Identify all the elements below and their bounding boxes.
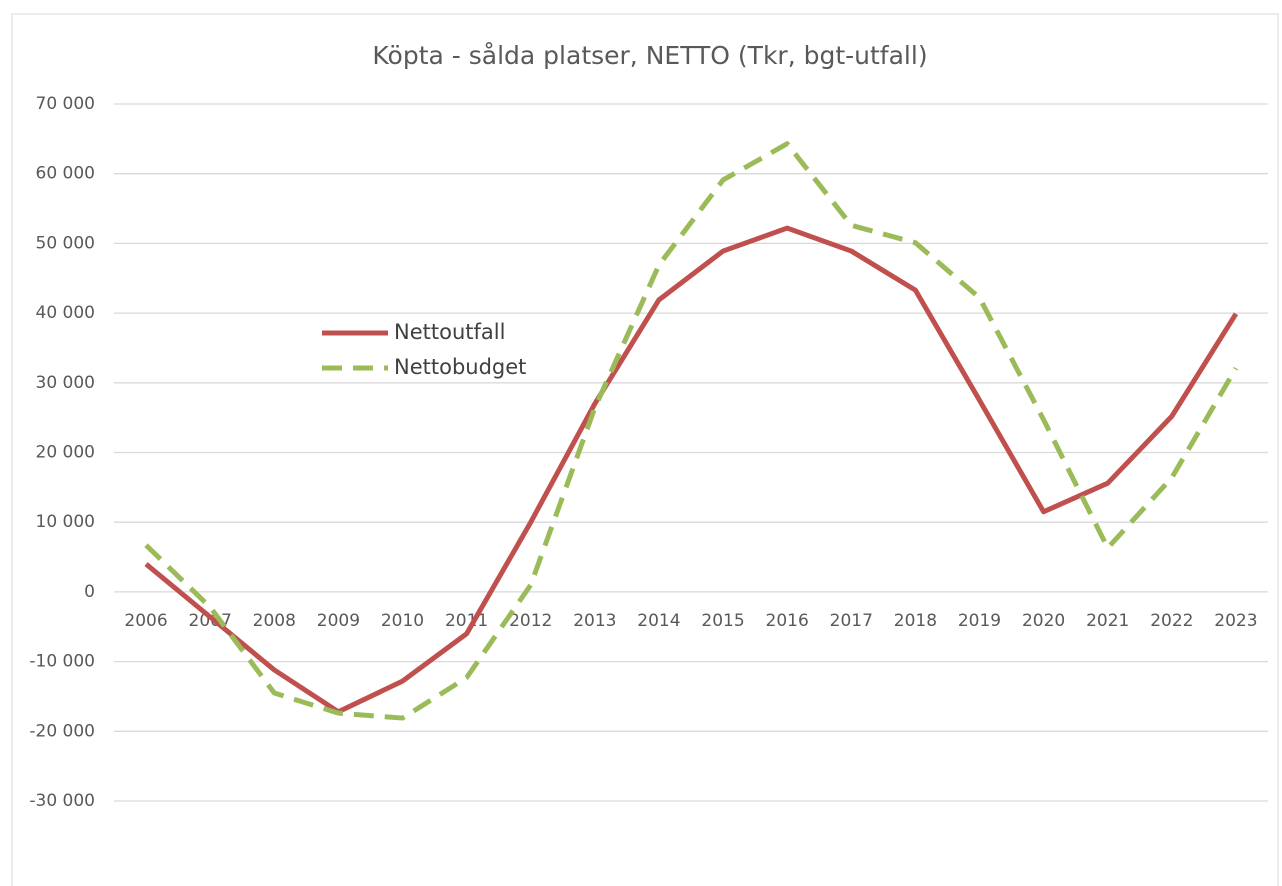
x-tick-label: 2023 (1214, 611, 1257, 631)
chart-border (11, 13, 1279, 886)
y-tick-label: 30 000 (36, 373, 95, 393)
x-tick-label: 2018 (894, 611, 937, 631)
x-tick-label: 2006 (124, 611, 167, 631)
legend-label: Nettobudget (394, 355, 526, 379)
x-tick-label: 2021 (1086, 611, 1129, 631)
y-tick-label: 50 000 (36, 233, 95, 253)
y-tick-label: -10 000 (29, 652, 95, 672)
y-tick-label: 20 000 (36, 443, 95, 463)
x-tick-label: 2016 (766, 611, 809, 631)
x-tick-label: 2015 (701, 611, 744, 631)
y-tick-label: 60 000 (36, 164, 95, 184)
x-tick-label: 2017 (830, 611, 873, 631)
y-tick-label: -20 000 (29, 721, 95, 741)
x-tick-label: 2009 (317, 611, 360, 631)
y-tick-label: 40 000 (36, 303, 95, 323)
y-tick-label: 0 (84, 582, 95, 602)
x-tick-label: 2008 (253, 611, 296, 631)
x-tick-label: 2022 (1150, 611, 1193, 631)
y-tick-label: -30 000 (29, 791, 95, 811)
x-tick-label: 2019 (958, 611, 1001, 631)
x-tick-label: 2013 (573, 611, 616, 631)
series-line (144, 225, 1239, 715)
x-tick-label: 2011 (445, 611, 488, 631)
x-tick-label: 2010 (381, 611, 424, 631)
legend-label: Nettoutfall (394, 320, 505, 344)
chart-title: Köpta - sålda platser, NETTO (Tkr, bgt-u… (372, 41, 927, 70)
x-tick-label: 2012 (509, 611, 552, 631)
series-line (144, 141, 1239, 721)
x-tick-label: 2020 (1022, 611, 1065, 631)
y-tick-label: 10 000 (36, 512, 95, 532)
x-tick-label: 2014 (637, 611, 680, 631)
y-tick-label: 70 000 (36, 94, 95, 114)
